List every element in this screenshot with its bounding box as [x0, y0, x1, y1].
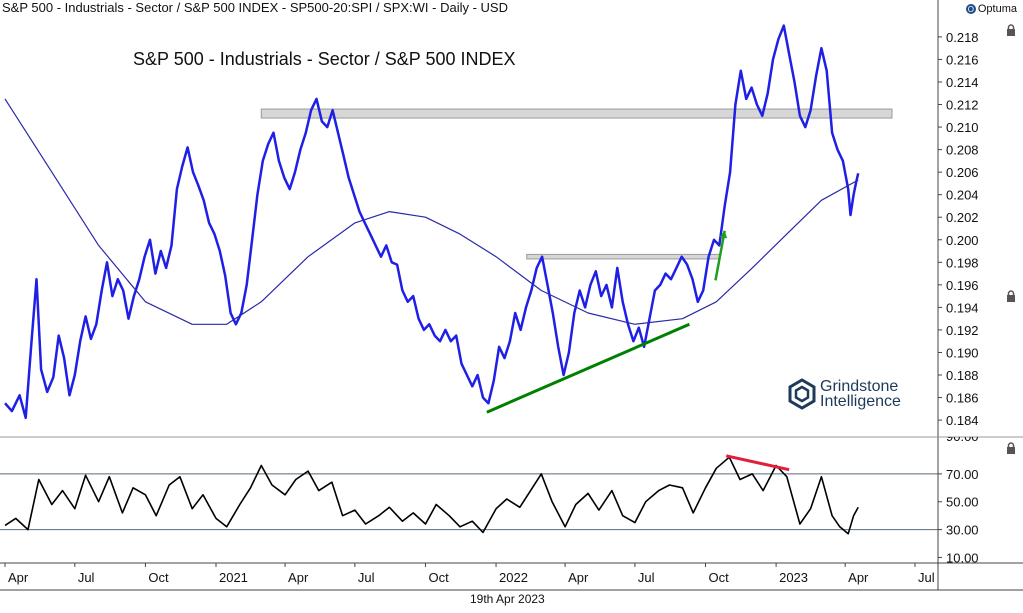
rsi-top-partial-label: 90.00 — [946, 429, 979, 444]
y-tick-label: 0.210 — [946, 120, 979, 135]
brand: O Optuma — [965, 3, 1017, 15]
rsi-y-tick-label: 30.00 — [946, 523, 979, 538]
divergence-line — [725, 454, 790, 472]
y-tick-label: 0.212 — [946, 98, 979, 113]
y-tick-label: 0.198 — [946, 255, 979, 270]
logo-line2: Intelligence — [820, 393, 901, 410]
logo-line1: Grindstone — [820, 378, 899, 395]
y-tick-label: 0.200 — [946, 233, 979, 248]
x-tick-label: Jul — [78, 570, 95, 585]
rsi-y-tick-label: 10.00 — [946, 550, 979, 565]
x-tick-label: Jul — [638, 570, 655, 585]
x-tick-label: 2023 — [779, 570, 808, 585]
optuma-logo-icon: O — [965, 4, 976, 14]
x-tick-label: Oct — [148, 570, 169, 585]
y-tick-label: 0.216 — [946, 52, 979, 67]
x-tick-label: Oct — [428, 570, 449, 585]
y-tick-label: 0.192 — [946, 323, 979, 338]
chart-header: S&P 500 - Industrials - Sector / S&P 500… — [2, 0, 508, 15]
lock-icon[interactable] — [1006, 290, 1016, 302]
support-trendline — [486, 322, 691, 414]
brand-name: Optuma — [977, 3, 1017, 15]
lock-icon[interactable] — [1006, 24, 1016, 36]
y-tick-label: 0.214 — [946, 75, 979, 90]
y-tick-label: 0.218 — [946, 30, 979, 45]
y-tick-label: 0.188 — [946, 368, 979, 383]
y-tick-label: 0.206 — [946, 165, 979, 180]
x-tick-label: Jul — [918, 570, 935, 585]
chart-title: S&P 500 - Industrials - Sector / S&P 500… — [133, 49, 516, 69]
y-tick-label: 0.194 — [946, 300, 979, 315]
x-tick-label: Oct — [709, 570, 730, 585]
grindstone-logo: Grindstone Intelligence — [788, 378, 901, 410]
x-tick-label: 2021 — [219, 570, 248, 585]
x-tick-label: Apr — [288, 570, 309, 585]
y-tick-label: 0.186 — [946, 391, 979, 406]
rsi-y-tick-label: 50.00 — [946, 495, 979, 510]
x-tick-label: 2022 — [499, 570, 528, 585]
x-tick-label: Apr — [8, 570, 29, 585]
resistance-band — [526, 253, 721, 260]
rsi-y-tick-label: 70.00 — [946, 467, 979, 482]
rsi-panel — [0, 454, 938, 535]
x-tick-label: Jul — [358, 570, 375, 585]
footer-date: 19th Apr 2023 — [470, 592, 545, 606]
price-series — [4, 24, 860, 420]
x-tick-label: Apr — [848, 570, 869, 585]
y-tick-label: 0.190 — [946, 345, 979, 360]
y-tick-label: 0.208 — [946, 143, 979, 158]
resistance-band — [260, 108, 893, 119]
breakout-arrow — [714, 230, 726, 281]
y-tick-label: 0.196 — [946, 278, 979, 293]
arrow-head-icon — [719, 230, 728, 239]
axes: 0.184 0.186 0.188 0.190 0.192 0.194 0.196 0.198… — [0, 0, 1023, 591]
hexagon-logo-icon — [788, 378, 816, 410]
y-tick-label: 0.202 — [946, 210, 979, 225]
y-tick-label: 0.204 — [946, 188, 979, 203]
rsi-series — [4, 456, 859, 535]
price-panel — [4, 24, 893, 420]
y-tick-label: 0.184 — [946, 413, 979, 428]
x-tick-label: Apr — [568, 570, 589, 585]
lock-icon[interactable] — [1006, 442, 1016, 454]
moving-average-series — [4, 98, 859, 325]
